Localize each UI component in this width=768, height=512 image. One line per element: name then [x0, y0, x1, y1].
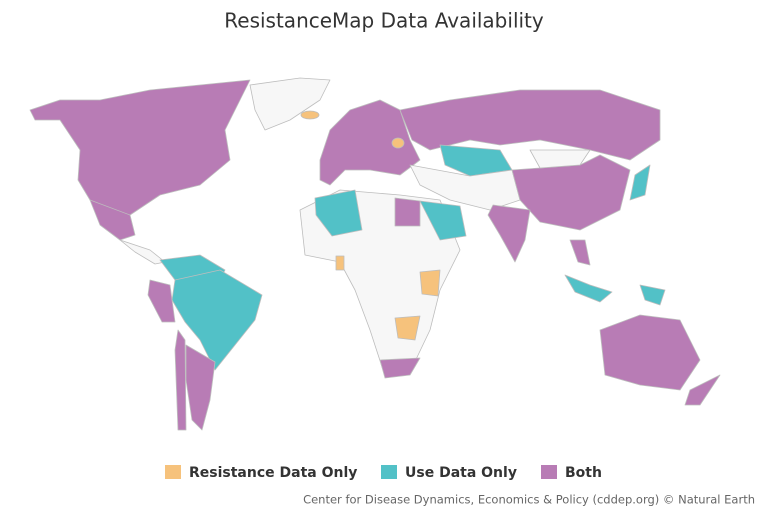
legend-swatch: [165, 465, 181, 479]
country: [147, 279, 176, 323]
credit: Center for Disease Dynamics, Economics &…: [303, 493, 755, 507]
country: [564, 274, 613, 303]
country: [569, 239, 591, 266]
country: [629, 164, 651, 201]
country: [419, 200, 467, 241]
country: [529, 149, 591, 169]
country: [409, 164, 521, 211]
country: [379, 357, 421, 379]
legend-swatch: [541, 465, 557, 479]
world-map: [29, 77, 721, 431]
legend: Resistance Data Only Use Data Only Both: [165, 465, 602, 481]
country: [89, 199, 136, 241]
country: [249, 77, 331, 131]
country: [684, 374, 721, 406]
country: [119, 239, 166, 265]
country: [314, 189, 363, 237]
country: [399, 89, 661, 161]
country: [487, 204, 531, 263]
country: [300, 110, 320, 120]
country: [599, 314, 701, 391]
country: [391, 137, 405, 149]
country: [335, 255, 345, 271]
country: [394, 315, 421, 341]
legend-label: Resistance Data Only: [189, 465, 357, 481]
country: [639, 284, 666, 306]
legend-label: Both: [565, 465, 602, 481]
country: [29, 79, 251, 226]
country: [171, 269, 263, 371]
country: [319, 99, 421, 186]
title: ResistanceMap Data Availability: [224, 9, 544, 33]
country: [511, 154, 631, 231]
country: [394, 197, 421, 227]
country: [185, 344, 216, 431]
country: [174, 329, 187, 431]
country: [419, 269, 441, 297]
legend-label: Use Data Only: [405, 465, 517, 481]
legend-swatch: [381, 465, 397, 479]
